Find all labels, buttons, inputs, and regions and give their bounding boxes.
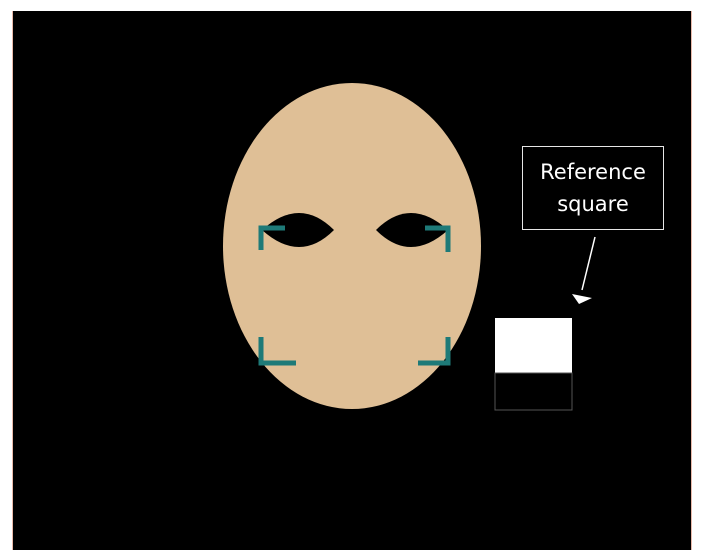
callout-arrow-head-icon — [572, 294, 592, 304]
reference-square-black — [494, 372, 573, 411]
corner-top-right-icon — [425, 225, 451, 252]
corner-bottom-left-icon — [258, 337, 296, 366]
callout-arrow-line — [581, 236, 596, 291]
reference-square — [494, 318, 573, 411]
reference-callout: Reference square — [522, 146, 664, 230]
right-eye — [376, 213, 448, 247]
corner-top-left-icon — [258, 225, 285, 250]
corner-bottom-right-icon — [418, 337, 451, 366]
face-oval — [223, 83, 481, 409]
left-eye — [262, 213, 334, 247]
corner-markers — [258, 225, 451, 366]
reference-square-white — [495, 318, 572, 373]
reference-callout-label: Reference square — [540, 160, 646, 216]
